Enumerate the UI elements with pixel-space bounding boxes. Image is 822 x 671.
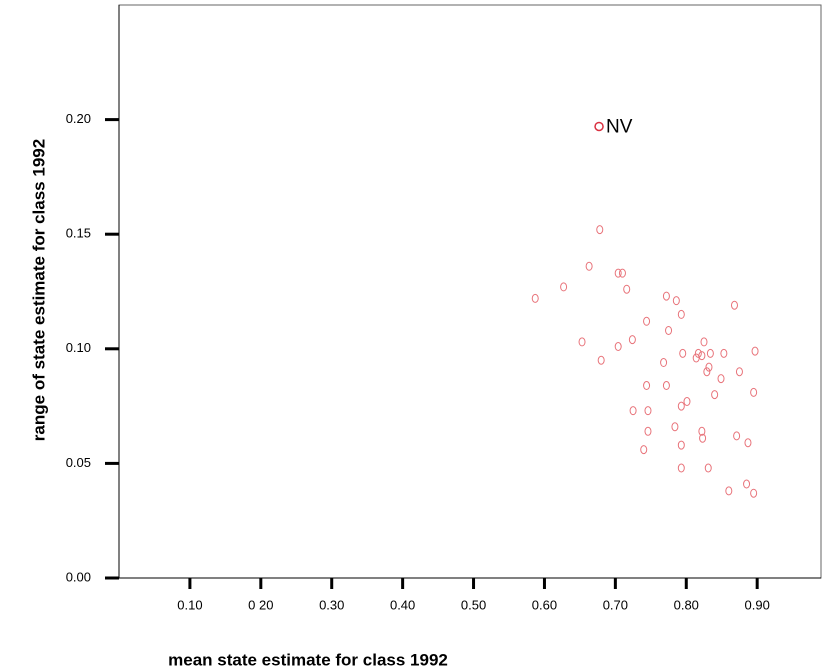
point	[677, 401, 685, 411]
point	[662, 380, 670, 390]
point	[751, 346, 759, 356]
point	[683, 397, 691, 407]
point	[735, 367, 743, 377]
point	[677, 309, 685, 319]
x-tick-label: 0.60	[532, 597, 557, 612]
point	[672, 296, 680, 306]
point	[614, 342, 622, 352]
y-tick-label: 0.00	[66, 569, 91, 584]
point	[644, 406, 652, 416]
point	[679, 348, 687, 358]
point	[733, 431, 741, 441]
point	[699, 433, 707, 443]
point	[662, 291, 670, 301]
plot-frame	[118, 4, 822, 579]
point	[596, 225, 604, 235]
point	[700, 337, 708, 347]
x-axis-title: mean state estimate for class 1992	[168, 650, 448, 669]
point	[703, 367, 711, 377]
point-label: NV	[606, 116, 633, 137]
point	[618, 268, 626, 278]
x-tick-label: 0.70	[603, 597, 628, 612]
point	[706, 348, 714, 358]
point	[640, 445, 648, 455]
point	[698, 351, 706, 361]
x-tick-label: 0.40	[390, 597, 415, 612]
point	[725, 486, 733, 496]
point	[671, 422, 679, 432]
point	[705, 362, 713, 372]
x-tick-label: 0.50	[461, 597, 486, 612]
point	[677, 463, 685, 473]
point	[665, 325, 673, 335]
point	[660, 358, 668, 368]
point	[704, 463, 712, 473]
point	[644, 426, 652, 436]
point	[744, 438, 752, 448]
x-tick-label: 0.90	[745, 597, 770, 612]
point	[743, 479, 751, 489]
point	[692, 353, 700, 363]
point	[560, 282, 568, 292]
point	[750, 387, 758, 397]
x-tick-label: 0.30	[319, 597, 344, 612]
x-tick-label: 0.10	[177, 597, 202, 612]
point	[717, 374, 725, 384]
labeled-point	[594, 121, 604, 132]
y-tick-label: 0.15	[66, 226, 91, 241]
x-tick-label: 0.80	[674, 597, 699, 612]
point	[628, 335, 636, 345]
point	[643, 380, 651, 390]
point	[643, 316, 651, 326]
point	[623, 284, 631, 294]
point	[711, 390, 719, 400]
point	[578, 337, 586, 347]
y-tick-label: 0.20	[66, 111, 91, 126]
point	[629, 406, 637, 416]
y-axis-title: range of state estimate for class 1992	[29, 139, 48, 441]
point	[750, 488, 758, 498]
point	[614, 268, 622, 278]
point	[720, 348, 728, 358]
y-tick-label: 0.10	[66, 340, 91, 355]
point	[597, 355, 605, 365]
point	[677, 440, 685, 450]
point	[730, 300, 738, 310]
point	[694, 348, 702, 358]
point	[698, 426, 706, 436]
point	[531, 293, 539, 303]
y-tick-label: 0.05	[66, 455, 91, 470]
x-tick-label: 0 20	[248, 597, 273, 612]
point	[585, 261, 593, 271]
